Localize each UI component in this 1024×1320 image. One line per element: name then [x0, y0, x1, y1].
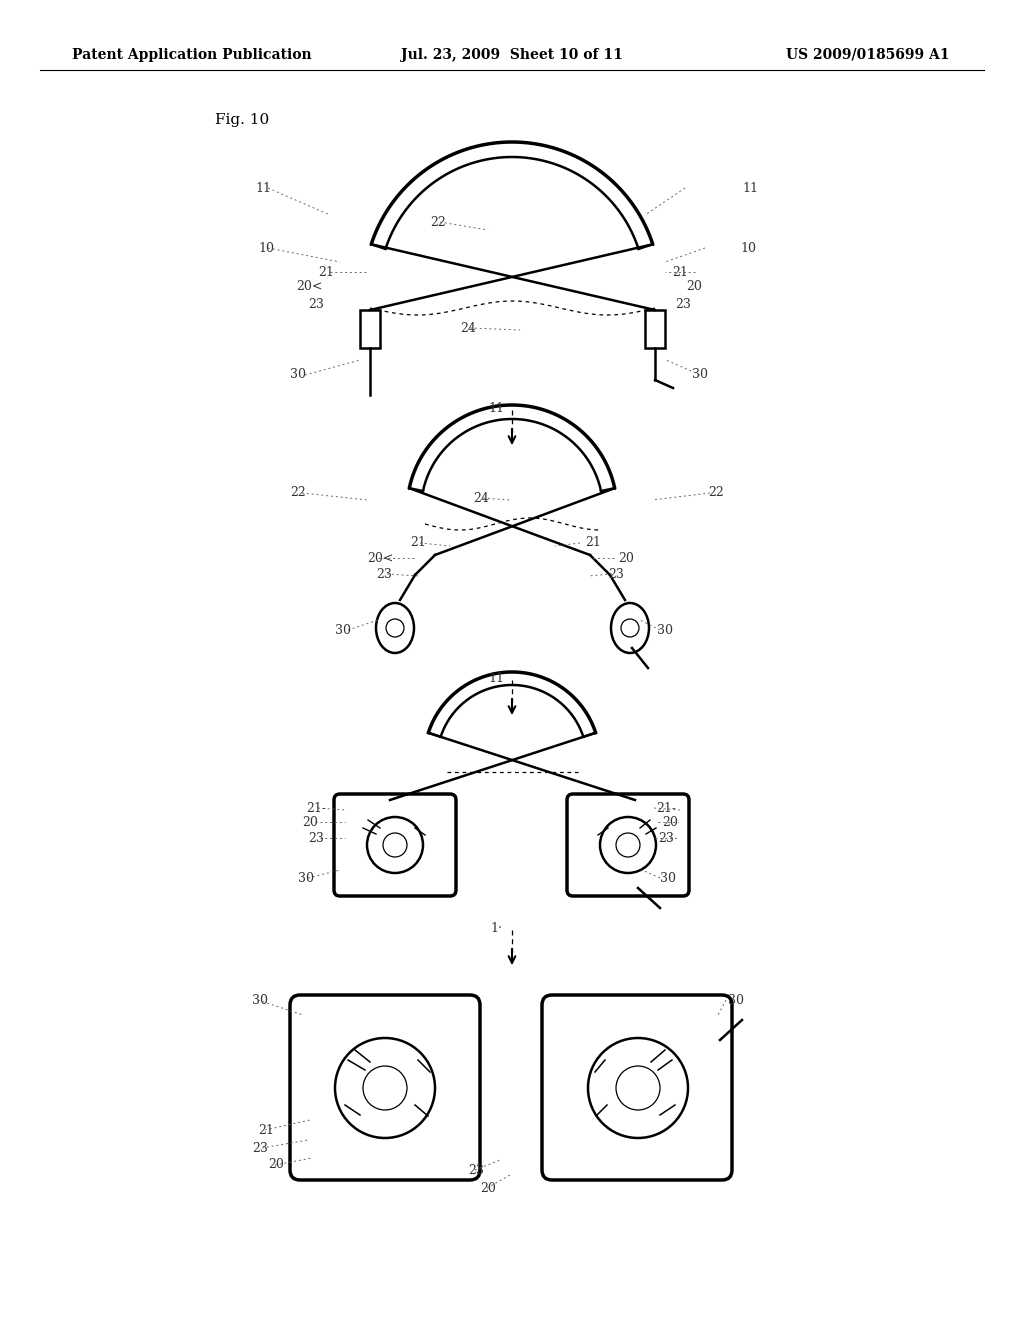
Text: 21: 21: [258, 1123, 273, 1137]
Text: 23: 23: [675, 298, 691, 312]
Text: 20<: 20<: [367, 552, 393, 565]
Text: 20: 20: [618, 552, 634, 565]
Text: 21: 21: [318, 265, 334, 279]
Text: 30: 30: [298, 871, 314, 884]
Text: 21-: 21-: [656, 801, 676, 814]
Text: 21: 21: [410, 536, 426, 549]
Bar: [360, 310, 380, 348]
Text: 24: 24: [460, 322, 476, 334]
Text: 10: 10: [740, 242, 756, 255]
Text: 23: 23: [658, 832, 674, 845]
Text: 30: 30: [290, 368, 306, 381]
Text: 11: 11: [488, 672, 504, 685]
Text: 21: 21: [585, 536, 601, 549]
Text: 23: 23: [308, 298, 324, 312]
Text: US 2009/0185699 A1: US 2009/0185699 A1: [786, 48, 950, 62]
Text: 23: 23: [252, 1142, 268, 1155]
Text: 30: 30: [692, 368, 708, 381]
Text: Patent Application Publication: Patent Application Publication: [72, 48, 311, 62]
Text: 30: 30: [252, 994, 268, 1006]
Text: 23: 23: [608, 568, 624, 581]
Text: 20: 20: [268, 1159, 284, 1172]
Text: 24: 24: [473, 491, 488, 504]
Text: 20: 20: [480, 1181, 496, 1195]
Text: 30: 30: [728, 994, 744, 1006]
Text: 20: 20: [302, 816, 317, 829]
Text: 1·: 1·: [490, 921, 502, 935]
Text: 23: 23: [308, 832, 324, 845]
Text: 20: 20: [686, 281, 701, 293]
Text: 20<: 20<: [296, 281, 323, 293]
Text: 10: 10: [258, 242, 274, 255]
Text: 30: 30: [660, 871, 676, 884]
Text: 11: 11: [742, 181, 758, 194]
Text: 30: 30: [335, 623, 351, 636]
Text: 22: 22: [430, 215, 445, 228]
Bar: [645, 310, 665, 348]
Text: Fig. 10: Fig. 10: [215, 114, 269, 127]
Text: 20: 20: [662, 816, 678, 829]
Text: 21: 21: [672, 265, 688, 279]
Text: 11: 11: [255, 181, 271, 194]
Text: 11: 11: [488, 401, 504, 414]
Text: 21-: 21-: [306, 801, 326, 814]
Text: Jul. 23, 2009  Sheet 10 of 11: Jul. 23, 2009 Sheet 10 of 11: [401, 48, 623, 62]
Text: 30: 30: [657, 623, 673, 636]
Text: 23: 23: [468, 1163, 484, 1176]
Text: 22: 22: [290, 487, 306, 499]
Text: 22: 22: [708, 487, 724, 499]
Text: 23: 23: [376, 568, 392, 581]
